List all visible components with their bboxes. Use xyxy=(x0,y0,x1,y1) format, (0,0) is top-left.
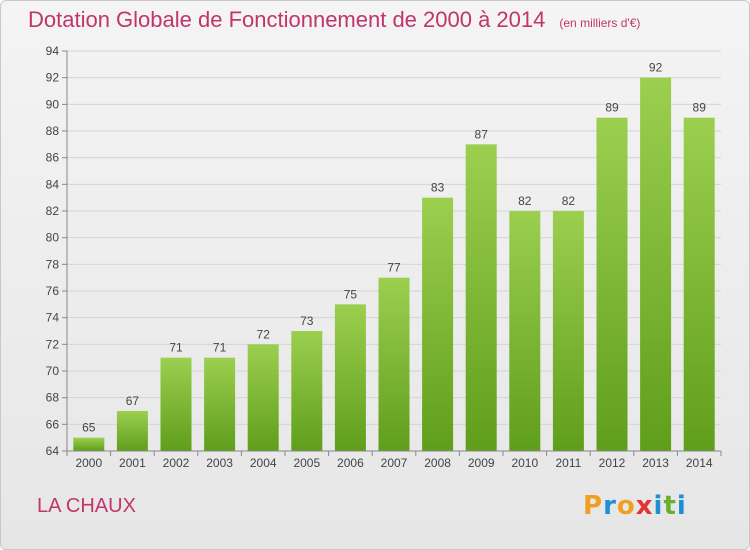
logo-letter: r xyxy=(603,491,617,521)
bar xyxy=(640,77,672,452)
data-label: 65 xyxy=(82,421,96,435)
bar xyxy=(422,197,454,451)
x-tick-label: 2006 xyxy=(337,456,364,470)
x-tick-label: 2011 xyxy=(555,456,581,470)
data-label: 71 xyxy=(169,341,183,355)
logo-letter: P xyxy=(583,491,604,521)
bar xyxy=(378,277,410,451)
data-label: 82 xyxy=(562,194,576,208)
x-tick-label: 2012 xyxy=(599,456,626,470)
y-tick-label: 70 xyxy=(46,364,60,378)
bar xyxy=(204,357,236,451)
data-label: 87 xyxy=(475,127,489,141)
x-tick-label: 2010 xyxy=(511,456,538,470)
x-tick-label: 2000 xyxy=(75,456,102,470)
y-tick-label: 86 xyxy=(46,151,60,165)
bar xyxy=(160,357,192,451)
x-tick-label: 2005 xyxy=(293,456,320,470)
data-label: 77 xyxy=(387,261,401,275)
bar xyxy=(116,411,148,451)
data-label: 89 xyxy=(605,101,619,115)
y-tick-label: 76 xyxy=(46,284,60,298)
y-tick-label: 92 xyxy=(46,71,60,85)
logo-letter: t xyxy=(663,491,677,521)
x-tick-label: 2001 xyxy=(119,456,146,470)
chart-title: Dotation Globale de Fonctionnement de 20… xyxy=(28,7,640,33)
data-label: 82 xyxy=(518,194,532,208)
bar xyxy=(465,144,497,452)
y-tick-label: 90 xyxy=(46,97,60,111)
data-label: 67 xyxy=(126,394,140,408)
x-tick-label: 2003 xyxy=(206,456,233,470)
y-tick-label: 80 xyxy=(46,231,60,245)
x-tick-label: 2013 xyxy=(642,456,669,470)
chart-subtitle: (en milliers d'€) xyxy=(559,16,641,30)
y-tick-label: 94 xyxy=(46,44,60,58)
x-tick-label: 2004 xyxy=(250,456,277,470)
bar xyxy=(73,437,105,451)
logo-letter: x xyxy=(635,491,654,521)
data-label: 92 xyxy=(649,61,663,75)
x-tick-label: 2007 xyxy=(381,456,408,470)
y-tick-label: 84 xyxy=(46,177,60,191)
bar xyxy=(596,117,628,452)
y-tick-label: 78 xyxy=(46,257,60,271)
logo-letter: i xyxy=(653,491,664,521)
x-tick-label: 2008 xyxy=(424,456,451,470)
bar xyxy=(334,304,366,451)
y-tick-label: 66 xyxy=(46,417,60,431)
bar xyxy=(683,117,715,452)
x-tick-label: 2014 xyxy=(686,456,713,470)
proxiti-logo[interactable]: Proxiti xyxy=(583,491,687,521)
data-label: 75 xyxy=(344,287,358,301)
y-tick-label: 88 xyxy=(46,124,60,138)
x-tick-label: 2009 xyxy=(468,456,495,470)
data-label: 71 xyxy=(213,341,227,355)
x-tick-label: 2002 xyxy=(163,456,190,470)
bar xyxy=(509,211,541,451)
data-label: 83 xyxy=(431,181,445,195)
logo-letter: i xyxy=(676,491,687,521)
y-tick-label: 64 xyxy=(46,444,60,458)
chart-title-text: Dotation Globale de Fonctionnement de 20… xyxy=(28,7,546,32)
y-tick-label: 72 xyxy=(46,337,60,351)
y-tick-label: 74 xyxy=(46,311,60,325)
bar xyxy=(247,344,279,451)
logo-letter: o xyxy=(616,491,636,521)
data-label: 89 xyxy=(693,101,707,115)
data-label: 73 xyxy=(300,314,314,328)
bar xyxy=(552,211,584,451)
commune-name: LA CHAUX xyxy=(37,495,136,517)
y-tick-label: 82 xyxy=(46,204,60,218)
data-label: 72 xyxy=(257,327,271,341)
y-tick-label: 68 xyxy=(46,391,60,405)
bar xyxy=(291,331,323,451)
